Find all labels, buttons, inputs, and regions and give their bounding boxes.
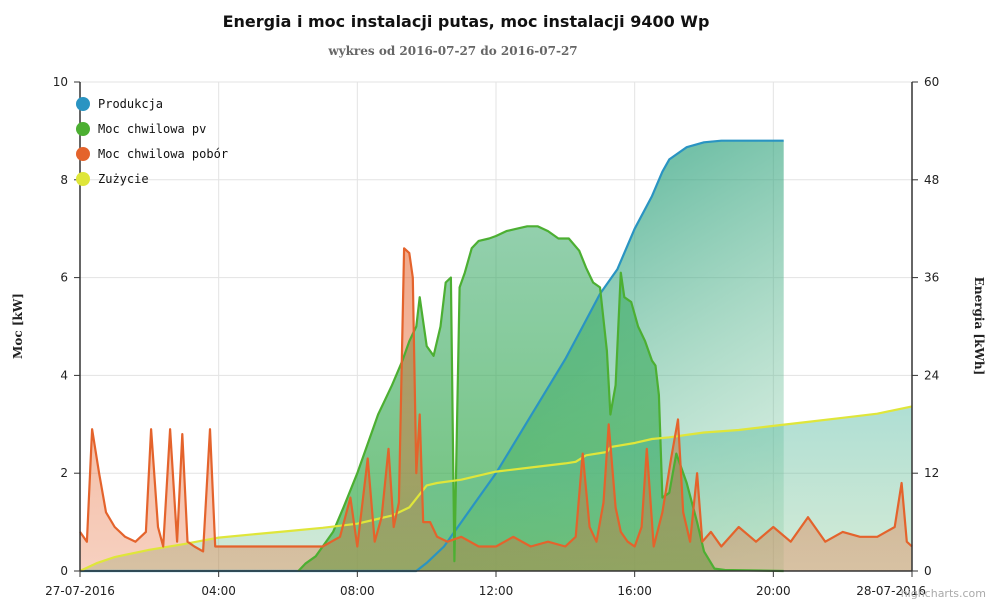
x-tick-label: 28-07-2016 bbox=[856, 584, 926, 598]
y-right-tick-label: 60 bbox=[924, 75, 939, 89]
y-axis-right-label: Energia [kWh] bbox=[972, 277, 986, 376]
series-line-moc-chwilowa-pv[interactable] bbox=[297, 225, 784, 573]
legend-item-label[interactable]: Moc chwilowa pv bbox=[98, 122, 206, 136]
x-tick-label: 27-07-2016 bbox=[45, 584, 115, 598]
series-line-zu-ycie[interactable] bbox=[79, 405, 913, 572]
chart-credit: highcharts.com bbox=[901, 587, 986, 600]
legend-marker bbox=[76, 122, 90, 136]
legend-marker bbox=[76, 147, 90, 161]
x-tick-label: 04:00 bbox=[201, 584, 236, 598]
y-right-tick-label: 0 bbox=[924, 564, 932, 578]
chart-subtitle: wykres od 2016-07-27 do 2016-07-27 bbox=[327, 44, 577, 58]
y-left-tick-label: 10 bbox=[53, 75, 68, 89]
x-tick-label: 08:00 bbox=[340, 584, 375, 598]
x-tick-label: 16:00 bbox=[617, 584, 652, 598]
series-lines bbox=[79, 139, 913, 573]
y-right-tick-label: 36 bbox=[924, 271, 939, 285]
y-right-tick-label: 24 bbox=[924, 368, 939, 382]
legend-item-label[interactable]: Produkcja bbox=[98, 97, 163, 111]
y-left-tick-label: 4 bbox=[60, 368, 68, 382]
series-area-zu-ycie bbox=[80, 406, 912, 571]
legend-marker bbox=[76, 172, 90, 186]
x-tick-label: 12:00 bbox=[479, 584, 514, 598]
y-axis-left-label: Moc [kW] bbox=[11, 293, 25, 359]
y-left-tick-label: 8 bbox=[60, 173, 68, 187]
y-left-tick-label: 2 bbox=[60, 466, 68, 480]
y-left-tick-label: 6 bbox=[60, 271, 68, 285]
legend-marker bbox=[76, 97, 90, 111]
x-tick-label: 20:00 bbox=[756, 584, 791, 598]
y-right-tick-label: 48 bbox=[924, 173, 939, 187]
y-right-tick-label: 12 bbox=[924, 466, 939, 480]
legend-item-label[interactable]: Zużycie bbox=[98, 172, 149, 186]
legend: Produkcja Moc chwilowa pv Moc chwilowa pob… bbox=[76, 97, 228, 186]
legend-item-label[interactable]: Moc chwilowa pobór bbox=[98, 147, 228, 161]
chart-title: Energia i moc instalacji putas, moc inst… bbox=[223, 12, 710, 31]
y-left-tick-label: 0 bbox=[60, 564, 68, 578]
series-line-moc-chwilowa-pob-r[interactable] bbox=[79, 247, 913, 553]
